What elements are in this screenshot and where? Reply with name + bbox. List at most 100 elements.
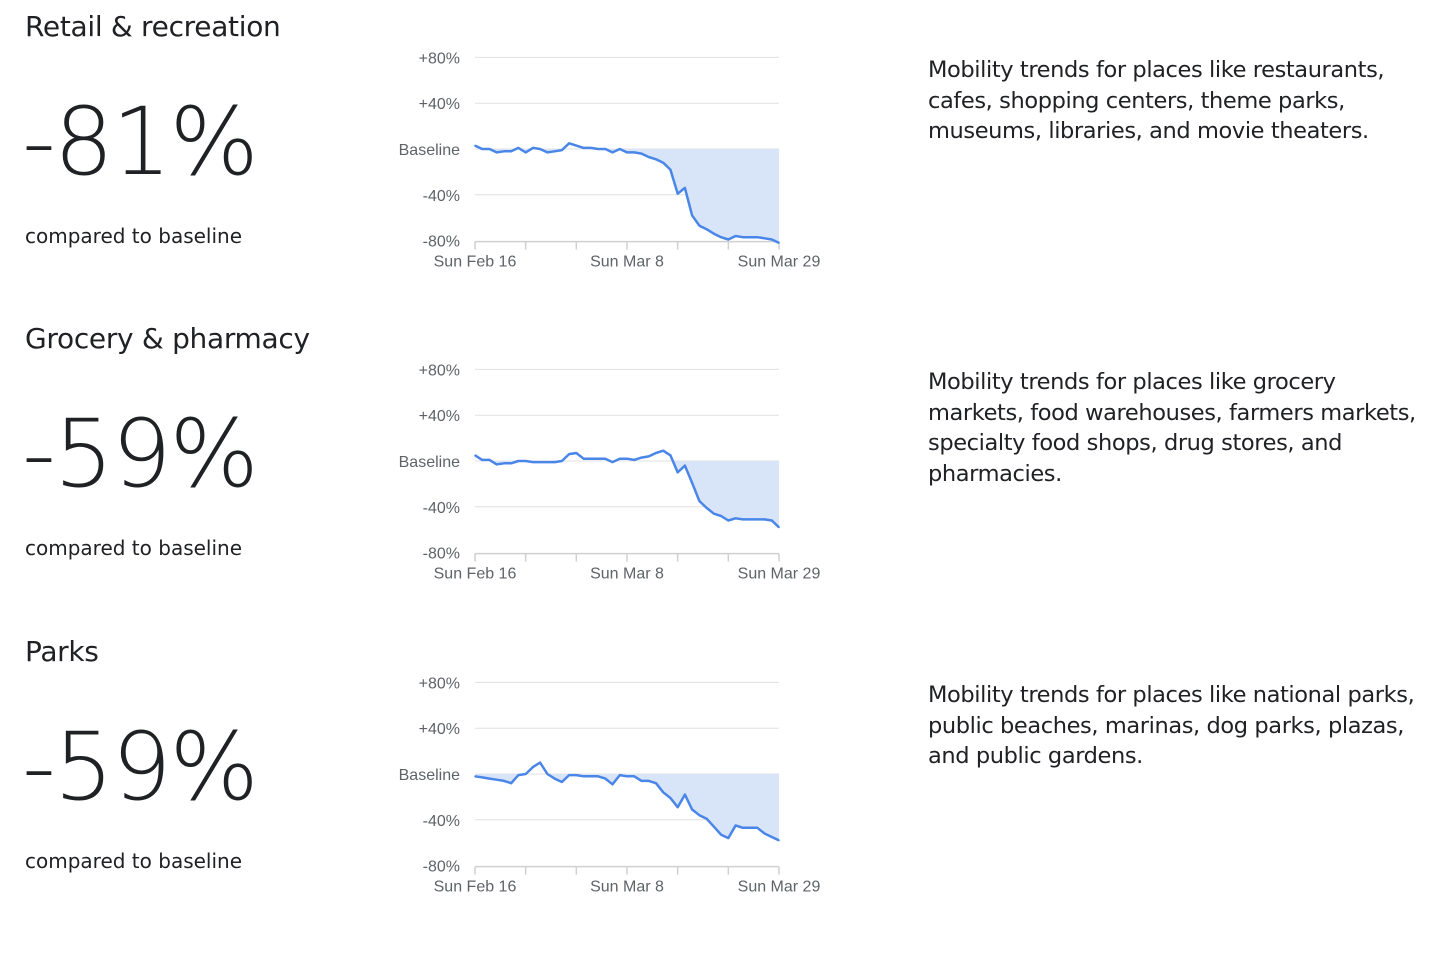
data-point: [676, 192, 679, 195]
data-point: [727, 837, 730, 839]
data-point: [640, 152, 643, 155]
data-point: [691, 481, 693, 484]
data-point: [561, 460, 563, 462]
category-description: Mobility trends for places like national…: [928, 682, 1415, 769]
data-point: [582, 457, 585, 460]
data-point: [763, 518, 766, 521]
data-point: [770, 238, 773, 241]
data-point: [517, 147, 520, 149]
data-point: [597, 457, 599, 460]
data-point: [720, 833, 722, 836]
data-point: [590, 457, 592, 460]
category-title: Parks: [25, 635, 99, 668]
data-point: [510, 150, 512, 153]
data-point: [720, 515, 722, 517]
category-description: Mobility trends for places like grocery …: [928, 369, 1416, 487]
data-point: [474, 775, 476, 778]
y-tick-label: +80%: [419, 362, 460, 379]
data-point: [713, 232, 715, 235]
data-point: [655, 158, 657, 161]
data-point: [749, 518, 751, 521]
data-point: [691, 214, 693, 217]
data-point: [647, 455, 650, 458]
data-point: [474, 454, 476, 457]
data-point: [705, 228, 708, 230]
data-point: [553, 777, 556, 780]
data-point: [575, 452, 578, 454]
y-tick-label: +40%: [419, 408, 460, 425]
data-point: [763, 832, 766, 835]
data-point: [742, 236, 744, 238]
data-point: [553, 150, 556, 153]
data-point: [604, 777, 607, 780]
data-point: [698, 500, 701, 502]
data-point: [503, 150, 505, 153]
category-title: Grocery & pharmacy: [25, 322, 310, 355]
data-point: [713, 825, 715, 828]
data-point: [734, 824, 737, 827]
data-point: [720, 236, 722, 238]
category-section: Parks -59% compared to baseline Mobility…: [0, 625, 1454, 937]
data-point: [778, 242, 780, 244]
data-point: [474, 144, 476, 147]
data-point: [568, 453, 570, 455]
data-point: [691, 808, 693, 811]
data-point: [546, 461, 549, 463]
data-point: [669, 168, 672, 171]
y-tick-label: +40%: [419, 96, 460, 113]
mobility-chart: +80% +40% Baseline -40% -80% Sun Feb 16 Sun Ma…: [399, 50, 821, 271]
data-point: [481, 776, 484, 779]
data-point: [532, 461, 534, 463]
data-point: [640, 780, 643, 782]
data-point: [597, 148, 599, 150]
y-tick-label: Baseline: [399, 142, 460, 159]
compared-label: compared to baseline: [25, 224, 243, 248]
data-point: [495, 151, 498, 154]
mobility-chart: +80% +40% Baseline -40% -80% Sun Feb 16 Sun Ma…: [399, 362, 821, 583]
data-point: [640, 456, 643, 459]
data-point: [676, 806, 679, 809]
y-tick-label: -80%: [423, 546, 460, 563]
data-point: [749, 827, 751, 829]
data-point: [633, 151, 636, 154]
data-point: [655, 782, 657, 784]
data-point: [734, 235, 737, 237]
category-title: Retail & recreation: [25, 10, 281, 43]
data-point: [481, 148, 484, 150]
compared-label: compared to baseline: [25, 536, 243, 560]
data-point: [618, 457, 621, 460]
data-point: [590, 775, 592, 778]
compared-label: compared to baseline: [25, 849, 243, 873]
data-point: [626, 151, 628, 154]
data-point: [510, 462, 512, 465]
data-point: [481, 459, 484, 461]
data-point: [618, 148, 621, 150]
y-tick-label: Baseline: [399, 454, 460, 471]
data-point: [517, 460, 520, 462]
x-tick-label: Sun Mar 29: [738, 566, 821, 583]
data-point: [662, 449, 664, 452]
x-tick-label: Sun Mar 8: [590, 566, 664, 583]
x-tick-label: Sun Mar 29: [738, 879, 821, 896]
x-tick-label: Sun Mar 29: [738, 254, 821, 271]
data-point: [778, 839, 780, 842]
x-tick-label: Sun Feb 16: [434, 879, 517, 896]
data-point: [575, 774, 578, 776]
data-point: [705, 507, 708, 509]
data-point: [713, 512, 715, 515]
data-point: [734, 517, 737, 520]
data-point: [604, 148, 607, 150]
data-point: [684, 187, 686, 189]
data-point: [532, 766, 534, 768]
data-point: [676, 471, 679, 474]
data-point: [669, 797, 672, 799]
below-baseline-area: [475, 774, 779, 841]
data-point: [626, 457, 628, 460]
y-tick-label: +80%: [419, 50, 460, 67]
data-point: [590, 147, 592, 149]
y-tick-label: +40%: [419, 721, 460, 738]
data-point: [611, 461, 614, 463]
y-tick-label: -40%: [423, 188, 460, 205]
data-point: [727, 519, 730, 522]
change-value: -81%: [22, 88, 259, 197]
